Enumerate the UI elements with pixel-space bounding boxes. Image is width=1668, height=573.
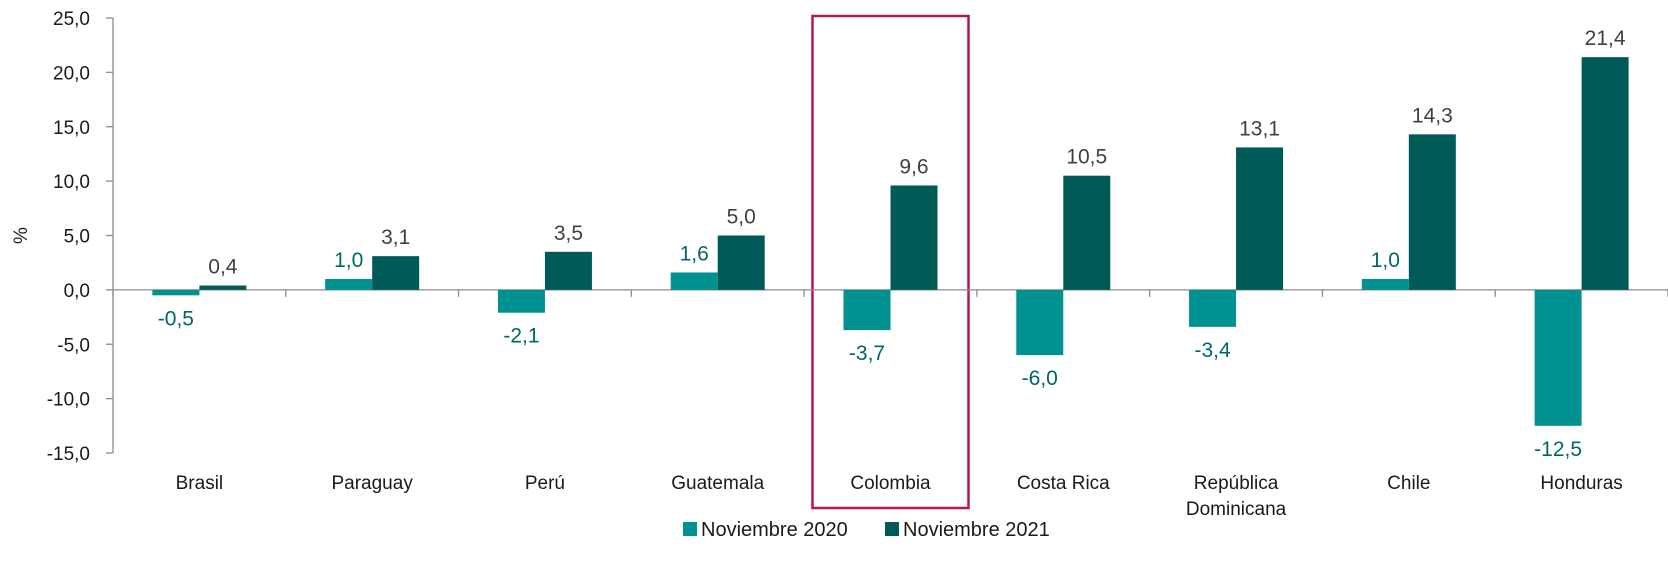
highlight-box	[811, 14, 970, 510]
y-tick-label: 25,0	[53, 9, 90, 30]
data-label-2020: 1,6	[680, 242, 709, 265]
data-label-2021: 10,5	[1066, 146, 1107, 169]
data-label-2020: -2,1	[503, 325, 539, 348]
y-tick-label: 15,0	[53, 118, 90, 139]
data-label-2020: 1,0	[1371, 249, 1400, 272]
y-tick-label: -10,0	[47, 390, 90, 411]
bar-2021	[199, 285, 247, 290]
y-tick-label: 5,0	[64, 227, 90, 248]
data-label-2020: -3,7	[849, 342, 885, 365]
bar-2021	[1063, 175, 1111, 290]
bar-2021	[544, 251, 592, 290]
data-label-2021: 5,0	[727, 206, 756, 229]
data-label-2021: 13,1	[1239, 117, 1280, 140]
bar-2021	[372, 256, 420, 290]
category-label-line: Brasil	[176, 473, 224, 494]
y-tick-label: 20,0	[53, 63, 90, 84]
data-label-2020: -6,0	[1022, 367, 1058, 390]
category-label-line: Dominicana	[1186, 499, 1287, 520]
category-label: Chile	[1387, 473, 1430, 494]
data-label-2021: 21,4	[1585, 27, 1626, 50]
bar-2021	[890, 185, 938, 290]
bar-2021	[1408, 134, 1456, 290]
category-label-line: Guatemala	[671, 473, 764, 494]
bar-2021	[1581, 57, 1629, 290]
category-label: Guatemala	[671, 473, 764, 494]
category-label-line: Perú	[525, 473, 565, 494]
category-label-line: Colombia	[850, 473, 931, 494]
category-label-line: Paraguay	[331, 473, 413, 494]
category-label-line: Chile	[1387, 473, 1430, 494]
y-axis-title: %	[11, 227, 32, 244]
legend-label-2021: Noviembre 2021	[903, 519, 1050, 541]
bar-2020	[1534, 289, 1582, 426]
y-tick-label: -5,0	[57, 335, 90, 356]
data-label-2020: 1,0	[334, 249, 363, 272]
bar-2020	[843, 289, 891, 331]
category-label: República Dominicana	[1186, 473, 1287, 520]
data-label-2020: -12,5	[1534, 438, 1582, 461]
data-label-2021: 3,5	[554, 222, 583, 245]
y-tick-label: 10,0	[53, 172, 90, 193]
bar-2020	[152, 289, 200, 296]
category-label-line: Costa Rica	[1017, 473, 1110, 494]
bar-2020	[497, 289, 545, 313]
category-label-line: República	[1194, 473, 1279, 494]
category-label: Perú	[525, 473, 565, 494]
data-label-2021: 9,6	[899, 155, 928, 178]
legend-swatch-2021	[885, 522, 899, 536]
data-label-2021: 3,1	[381, 226, 410, 249]
bar-2020	[670, 272, 718, 290]
category-label: Paraguay	[331, 473, 413, 494]
bar-2021	[1236, 147, 1284, 290]
category-label: Costa Rica	[1017, 473, 1110, 494]
data-label-2020: -0,5	[158, 307, 194, 330]
legend-label-2020: Noviembre 2020	[701, 519, 848, 541]
bar-2021	[717, 235, 765, 290]
y-tick-label: -15,0	[47, 444, 90, 465]
category-label: Brasil	[176, 473, 224, 494]
bar-2020	[1189, 289, 1237, 327]
data-label-2021: 14,3	[1412, 104, 1453, 127]
bar-2020	[1016, 289, 1064, 356]
category-label: Honduras	[1540, 473, 1622, 494]
data-label-2021: 0,4	[208, 256, 238, 279]
category-label: Colombia	[850, 473, 931, 494]
bar-2020	[1361, 279, 1409, 290]
data-label-2020: -3,4	[1194, 339, 1231, 362]
y-tick-label: 0,0	[64, 281, 90, 302]
legend-swatch-2020	[683, 522, 697, 536]
category-label-line: Honduras	[1540, 473, 1622, 494]
bar-2020	[325, 279, 373, 290]
